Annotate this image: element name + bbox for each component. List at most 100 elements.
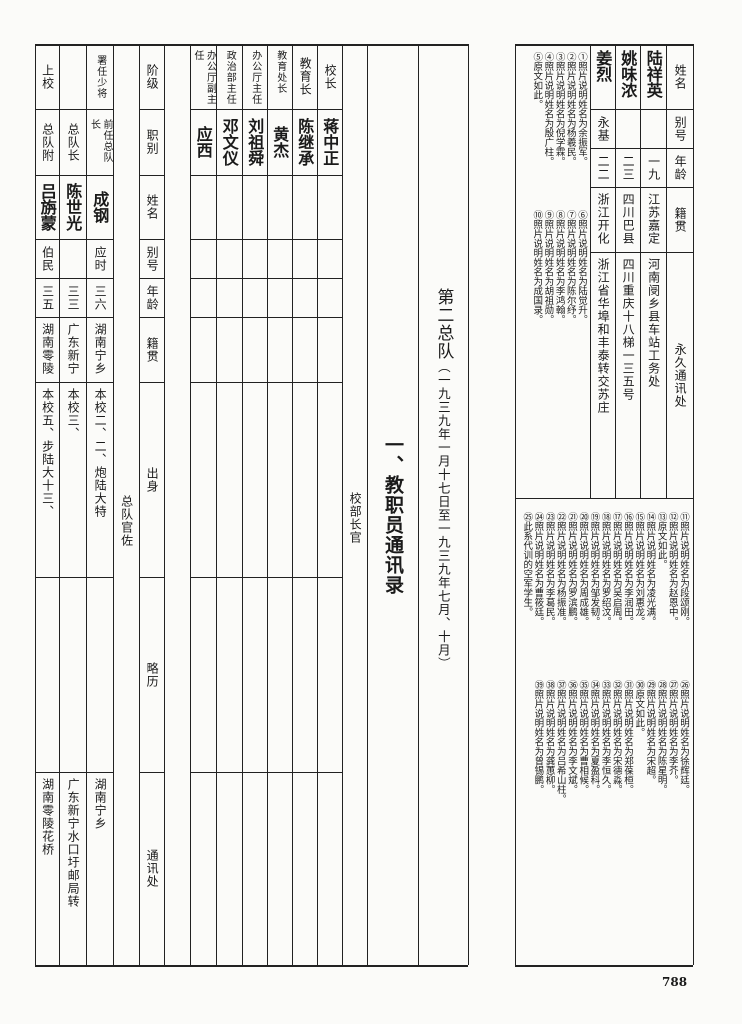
rule-line — [418, 44, 420, 965]
footnote: ㉑照片说明姓名为罗滨鹏。 — [566, 512, 577, 626]
right-header-name: 姓名 — [673, 63, 688, 90]
officer-rank: 上校 — [40, 63, 55, 90]
rule-line — [35, 175, 113, 176]
officer-age: 三六 — [93, 284, 108, 311]
officer-post: 前任总队长 — [88, 119, 113, 163]
staff-name: 刘祖舜 — [245, 118, 265, 166]
officer-history — [59, 577, 86, 772]
staff-post: 办公厅副主任 — [192, 50, 216, 105]
rule-line — [190, 772, 342, 773]
officer-background: 本校五、步陆大十三、 — [40, 388, 55, 518]
right-address: 河南阌乡县车站工务处 — [646, 258, 661, 388]
officer-post: 总队附 — [40, 122, 55, 162]
footnote: ⑬原文如此。 — [655, 512, 667, 569]
right-address: 四川重庆十八梯一三五号 — [621, 258, 636, 401]
rule-line — [139, 577, 164, 578]
right-alias — [640, 109, 666, 148]
rule-line — [515, 965, 693, 967]
right-header-address: 永久通讯处 — [673, 342, 688, 408]
footnote: ⑮照片说明姓名为刘惠龙。 — [633, 512, 645, 626]
rule-line — [35, 772, 113, 773]
officer-background: 本校三、 — [66, 388, 81, 440]
officer-name: 吕旃蒙 — [37, 183, 57, 231]
footnote: ㉙照片说明姓名为宋超。 — [644, 680, 656, 785]
footnote: ②照片说明姓名为杨羲民。 — [564, 52, 576, 166]
rule-line — [139, 278, 164, 279]
rule-line — [139, 109, 164, 110]
column-header-name: 姓名 — [145, 194, 160, 220]
staff-name: 陈继承 — [295, 118, 315, 166]
footnote: ①照片说明姓名为余振军。 — [576, 52, 587, 166]
rule-line — [113, 44, 115, 965]
footnote: ㉚原文如此。 — [633, 680, 645, 737]
rule-line — [164, 44, 166, 965]
footnote: ⑧照片说明姓名为李鸿翰。 — [553, 210, 565, 324]
officer-rank — [59, 44, 86, 109]
column-header-origin: 籍贯 — [145, 336, 160, 363]
rule-line — [139, 772, 164, 773]
footnote: ⑦照片说明姓名为陈尔纾。 — [564, 210, 576, 324]
staff-name: 邓文仪 — [219, 118, 239, 166]
subtitle-dates: （一九三九年一月十七日至一九三九年七月、十月） — [435, 360, 451, 671]
column-header-background: 出身 — [145, 466, 160, 493]
rule-line — [515, 44, 693, 46]
rule-line — [367, 44, 369, 965]
staff-name: 蒋中正 — [320, 118, 340, 166]
officer-alias: 应时 — [93, 245, 108, 272]
footnote: ㉞照片说明姓名为夏盈科。 — [588, 680, 600, 794]
rule-line — [590, 44, 592, 498]
rule-line — [35, 109, 113, 110]
rule-line — [216, 44, 218, 965]
column-header-alias: 别号 — [145, 245, 160, 272]
footnote: ㉓照片说明姓名为李葛民。 — [543, 512, 555, 626]
rule-line — [190, 175, 342, 176]
officer-address: 湖南宁乡 — [93, 778, 108, 830]
staff-post: 教育长 — [298, 57, 313, 96]
staff-post: 校长 — [323, 63, 338, 90]
footnote: ⑩照片说明姓名为成国录。 — [531, 210, 543, 324]
officer-name: 成钢 — [90, 191, 110, 223]
column-header-post: 职别 — [145, 129, 160, 155]
rule-line — [35, 239, 113, 240]
column-header-age: 年龄 — [145, 284, 160, 311]
officer-post: 总队长 — [66, 122, 81, 162]
footnote: ㉗照片说明姓名为李芥。 — [666, 680, 678, 785]
officer-rank: 署任少将 — [94, 54, 106, 99]
page-number: 788 — [662, 975, 688, 989]
right-address: 浙江省华埠和丰泰转交苏庄 — [596, 258, 611, 414]
footnote: ㉜照片说明姓名为宋德淼。 — [610, 680, 622, 794]
right-alias: 永基 — [596, 115, 611, 142]
footnote: ㉖照片说明姓名为徐辉廷。 — [678, 680, 689, 794]
footnote: ㉟照片说明姓名为曹相候。 — [577, 680, 589, 794]
title: 一、教职员通讯录 — [381, 435, 404, 595]
footnote: ㉘照片说明姓名为陈星明。 — [655, 680, 667, 794]
right-header-alias: 别号 — [673, 115, 688, 142]
officer-address: 广东新宁水口圩邮局转 — [66, 778, 81, 908]
officer-age: 三五 — [40, 284, 55, 311]
right-name: 陆祥英 — [643, 50, 663, 98]
officer-alias — [59, 239, 86, 278]
footnote: ⑨照片说明姓名为胡祖勋。 — [542, 210, 554, 324]
rule-line — [615, 44, 617, 498]
staff-post: 办公厅主任 — [249, 50, 261, 105]
footnote: ⑥照片说明姓名为陆觉升。 — [576, 210, 587, 324]
rule-line — [139, 239, 164, 240]
right-age: 一九 — [646, 154, 661, 181]
right-age: 二二 — [596, 154, 611, 181]
staff-name: 黄杰 — [270, 126, 290, 158]
rule-line — [190, 109, 342, 110]
rule-line — [35, 44, 468, 46]
footnote: ㉕此系代训的空军学生。 — [521, 512, 533, 617]
rule-line — [190, 239, 342, 240]
right-name: 姚味浓 — [618, 50, 638, 98]
officer-origin: 湖南宁乡 — [93, 323, 108, 375]
footnote: ⑭照片说明姓名为凌光满。 — [644, 512, 656, 626]
footnote: ④照片说明姓名为殷广柱。 — [542, 52, 554, 166]
column-header-address: 通讯处 — [145, 849, 160, 888]
rule-line — [190, 577, 342, 578]
officer-origin: 广东新宁 — [66, 323, 81, 375]
rule-line — [35, 317, 113, 318]
footnote: ⑳照片说明姓名为周成雄。 — [577, 512, 589, 626]
column-header-rank: 阶级 — [145, 63, 160, 90]
rule-line — [640, 44, 642, 498]
